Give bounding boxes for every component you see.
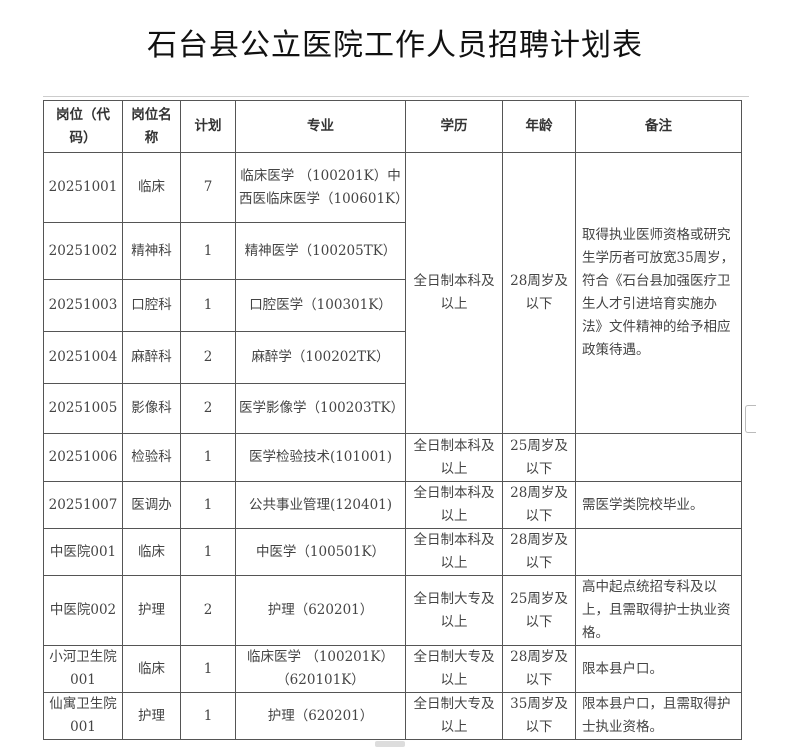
note [575, 433, 742, 482]
education: 全日制本科及以上 [405, 433, 503, 482]
recruitment-table: 岗位（代码） 岗位名称 计划 专业 学历 年龄 备注 20251001 临床 7 临床… [43, 100, 742, 740]
divider [43, 96, 749, 97]
table-row: 小河卫生院001 临床 1 临床医学 （100201K）（620101K） 全日制大专及… [43, 645, 742, 693]
header-code: 岗位（代码） [43, 100, 123, 153]
plan-count: 7 [180, 152, 236, 223]
position-name: 麻醉科 [122, 331, 181, 384]
age: 28周岁及以下 [502, 528, 576, 576]
age: 28周岁及以下 [502, 645, 576, 693]
plan-count: 1 [180, 528, 236, 576]
note: 高中起点统招专科及以上，且需取得护士执业资格。 [575, 575, 742, 646]
major: 精神医学（100205TK） [235, 222, 406, 280]
plan-count: 1 [180, 222, 236, 280]
plan-count: 2 [180, 575, 236, 646]
position-code: 小河卫生院001 [43, 645, 123, 693]
position-code: 20251004 [43, 331, 123, 384]
table-row: 20251007 医调办 1 公共事业管理(120401) 全日制本科及以上 28周岁及以… [43, 481, 742, 529]
position-name: 口腔科 [122, 279, 181, 332]
note: 需医学类院校毕业。 [575, 481, 742, 529]
age: 28周岁及以下 [502, 152, 576, 434]
age: 25周岁及以下 [502, 433, 576, 482]
header-education: 学历 [405, 100, 503, 153]
position-code: 中医院001 [43, 528, 123, 576]
major: 麻醉学（100202TK） [235, 331, 406, 384]
page-title: 石台县公立医院工作人员招聘计划表 [147, 28, 643, 63]
plan-count: 2 [180, 331, 236, 384]
horizontal-scroll-handle[interactable] [375, 741, 405, 747]
education: 全日制大专及以上 [405, 575, 503, 646]
position-code: 20251002 [43, 222, 123, 280]
major: 临床医学 （100201K）（620101K） [235, 645, 406, 693]
major: 中医学（100501K） [235, 528, 406, 576]
education: 全日制本科及以上 [405, 152, 503, 434]
position-code: 仙寓卫生院001 [43, 692, 123, 740]
table-row: 中医院001 临床 1 中医学（100501K） 全日制本科及以上 28周岁及以下 [43, 528, 742, 576]
table-row: 20251002 精神科 1 精神医学（100205TK） [43, 222, 742, 280]
education: 全日制本科及以上 [405, 481, 503, 529]
table-row: 20251005 影像科 2 医学影像学（100203TK） [43, 383, 742, 434]
major: 口腔医学（100301K） [235, 279, 406, 332]
header-age: 年龄 [502, 100, 576, 153]
plan-count: 1 [180, 645, 236, 693]
plan-count: 1 [180, 692, 236, 740]
scroll-handle[interactable] [745, 405, 756, 433]
education: 全日制大专及以上 [405, 692, 503, 740]
age: 35周岁及以下 [502, 692, 576, 740]
major: 医学影像学（100203TK） [235, 383, 406, 434]
header-name: 岗位名称 [122, 100, 181, 153]
table-row: 仙寓卫生院001 护理 1 护理（620201） 全日制大专及以上 35周岁及以下 限本县户… [43, 692, 742, 740]
note: 限本县户口，且需取得护士执业资格。 [575, 692, 742, 740]
table-row: 20251004 麻醉科 2 麻醉学（100202TK） [43, 331, 742, 384]
note [575, 528, 742, 576]
position-name: 临床 [122, 528, 181, 576]
position-name: 护理 [122, 575, 181, 646]
position-code: 20251007 [43, 481, 123, 529]
position-code: 20251003 [43, 279, 123, 332]
major: 公共事业管理(120401) [235, 481, 406, 529]
position-name: 精神科 [122, 222, 181, 280]
position-name: 影像科 [122, 383, 181, 434]
position-code: 20251005 [43, 383, 123, 434]
table-row: 中医院002 护理 2 护理（620201） 全日制大专及以上 25周岁及以下 高中起点统招… [43, 575, 742, 646]
major: 护理（620201） [235, 575, 406, 646]
age: 25周岁及以下 [502, 575, 576, 646]
position-code: 20251006 [43, 433, 123, 482]
education: 全日制本科及以上 [405, 528, 503, 576]
table-header-row: 岗位（代码） 岗位名称 计划 专业 学历 年龄 备注 [43, 100, 742, 153]
header-note: 备注 [575, 100, 742, 153]
table-row: 20251001 临床 7 临床医学 （100201K）中西医临床医学（100601K… [43, 152, 742, 434]
position-name: 医调办 [122, 481, 181, 529]
position-code: 20251001 [43, 152, 123, 223]
position-name: 护理 [122, 692, 181, 740]
table-row: 20251003 口腔科 1 口腔医学（100301K） [43, 279, 742, 332]
major: 临床医学 （100201K）中西医临床医学（100601K） [235, 152, 409, 223]
table-row: 20251006 检验科 1 医学检验技术(101001) 全日制本科及以上 25周岁及以… [43, 433, 742, 482]
header-plan: 计划 [180, 100, 236, 153]
major: 护理（620201） [235, 692, 406, 740]
education: 全日制大专及以上 [405, 645, 503, 693]
note: 限本县户口。 [575, 645, 742, 693]
position-code: 中医院002 [43, 575, 123, 646]
position-name: 检验科 [122, 433, 181, 482]
header-major: 专业 [235, 100, 406, 153]
age: 28周岁及以下 [502, 481, 576, 529]
note: 取得执业医师资格或研究生学历者可放宽35周岁，符合《石台县加强医疗卫生人才引进培… [575, 152, 742, 434]
plan-count: 1 [180, 279, 236, 332]
position-name: 临床 [122, 645, 181, 693]
plan-count: 1 [180, 481, 236, 529]
plan-count: 2 [180, 383, 236, 434]
major: 医学检验技术(101001) [235, 433, 406, 482]
position-name: 临床 [122, 152, 181, 223]
plan-count: 1 [180, 433, 236, 482]
